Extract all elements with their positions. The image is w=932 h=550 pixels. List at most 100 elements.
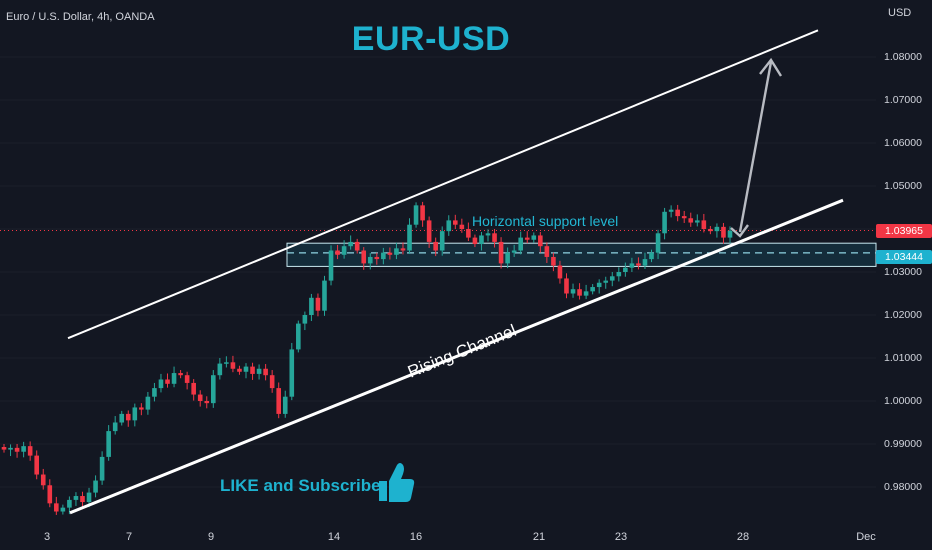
candle [681,210,687,223]
last-price-tag: 1.03965 [876,223,932,238]
candle [132,403,138,427]
candle [564,273,569,299]
candle [492,229,497,248]
candle [505,247,510,269]
candle [557,260,563,284]
y-tick-label: 1.02000 [884,309,922,321]
candle [1,444,7,453]
y-tick-label: 1.06000 [884,137,922,149]
candle [459,218,465,233]
y-tick-label: 1.05000 [884,180,922,192]
channel-upper-line [67,29,819,340]
candle [341,240,347,259]
candle [662,207,667,240]
candle [524,231,530,244]
candle [282,390,288,418]
candle [60,504,66,515]
candle [511,244,517,257]
candle [106,425,111,461]
candle [224,356,229,368]
x-tick-label: 21 [532,531,546,543]
y-tick-label: 0.99000 [884,438,922,450]
candle [636,257,641,270]
candle [165,373,170,388]
candle [367,253,373,270]
x-tick-label: 23 [614,531,628,543]
candle [8,444,13,457]
candle [178,370,183,379]
candle [119,410,125,426]
x-tick-label: 16 [409,531,423,543]
candle [47,479,53,508]
chart-title: EUR-USD [351,20,511,58]
candle [152,382,157,402]
y-tick-label: 1.00000 [884,395,922,407]
x-tick-label: 14 [327,531,341,543]
candle [714,223,720,238]
candle [413,202,419,228]
candle [426,216,432,248]
candle [322,275,327,316]
candle [328,245,334,286]
candle [577,283,582,300]
candle [708,225,713,235]
candle [701,213,707,233]
x-tick-label: 9 [207,531,215,543]
candle [727,226,733,244]
support-annotation: Horizontal support level [472,213,619,229]
candle [302,311,308,331]
y-tick-label: 1.01000 [884,352,922,364]
candle [485,229,491,242]
candle [544,242,550,263]
candle [629,257,635,272]
candle [675,204,680,222]
candle [452,214,458,229]
candle [394,242,399,260]
candle [184,371,190,390]
y-tick-label: 1.08000 [884,51,922,63]
candle [112,416,118,435]
symbol-header: Euro / U.S. Dollar, 4h, OANDA [6,11,155,23]
candle [498,237,504,269]
candle [400,242,406,255]
candle [14,444,20,458]
candle [54,496,59,515]
candle [139,403,144,416]
candle [73,492,79,506]
candle [420,201,425,227]
candle [596,279,602,294]
candle [335,244,340,260]
support-zone [286,242,877,267]
candle [250,362,255,380]
candle [256,364,262,380]
candle [145,391,151,415]
candle [688,212,694,227]
candle [694,214,700,227]
candle [93,475,98,498]
thumbs-up-icon [379,463,415,502]
candle [80,491,85,508]
candle [623,262,628,277]
candle [67,496,72,515]
candle [296,320,301,353]
candle [99,451,105,485]
candle [276,382,282,419]
candle [197,390,203,407]
candle [590,284,595,295]
candle [649,249,654,263]
x-tick-label: 3 [43,531,51,543]
candle [374,252,380,265]
currency-label: USD [888,7,912,19]
candle [446,215,452,236]
candle [531,232,537,243]
candle [348,235,353,250]
candle [551,252,556,272]
candle [269,370,275,393]
y-tick-label: 0.98000 [884,481,922,493]
candle [433,237,438,257]
candle [655,229,661,260]
x-tick-label: Dec [856,531,876,543]
candle [570,283,576,298]
candle [21,441,26,458]
